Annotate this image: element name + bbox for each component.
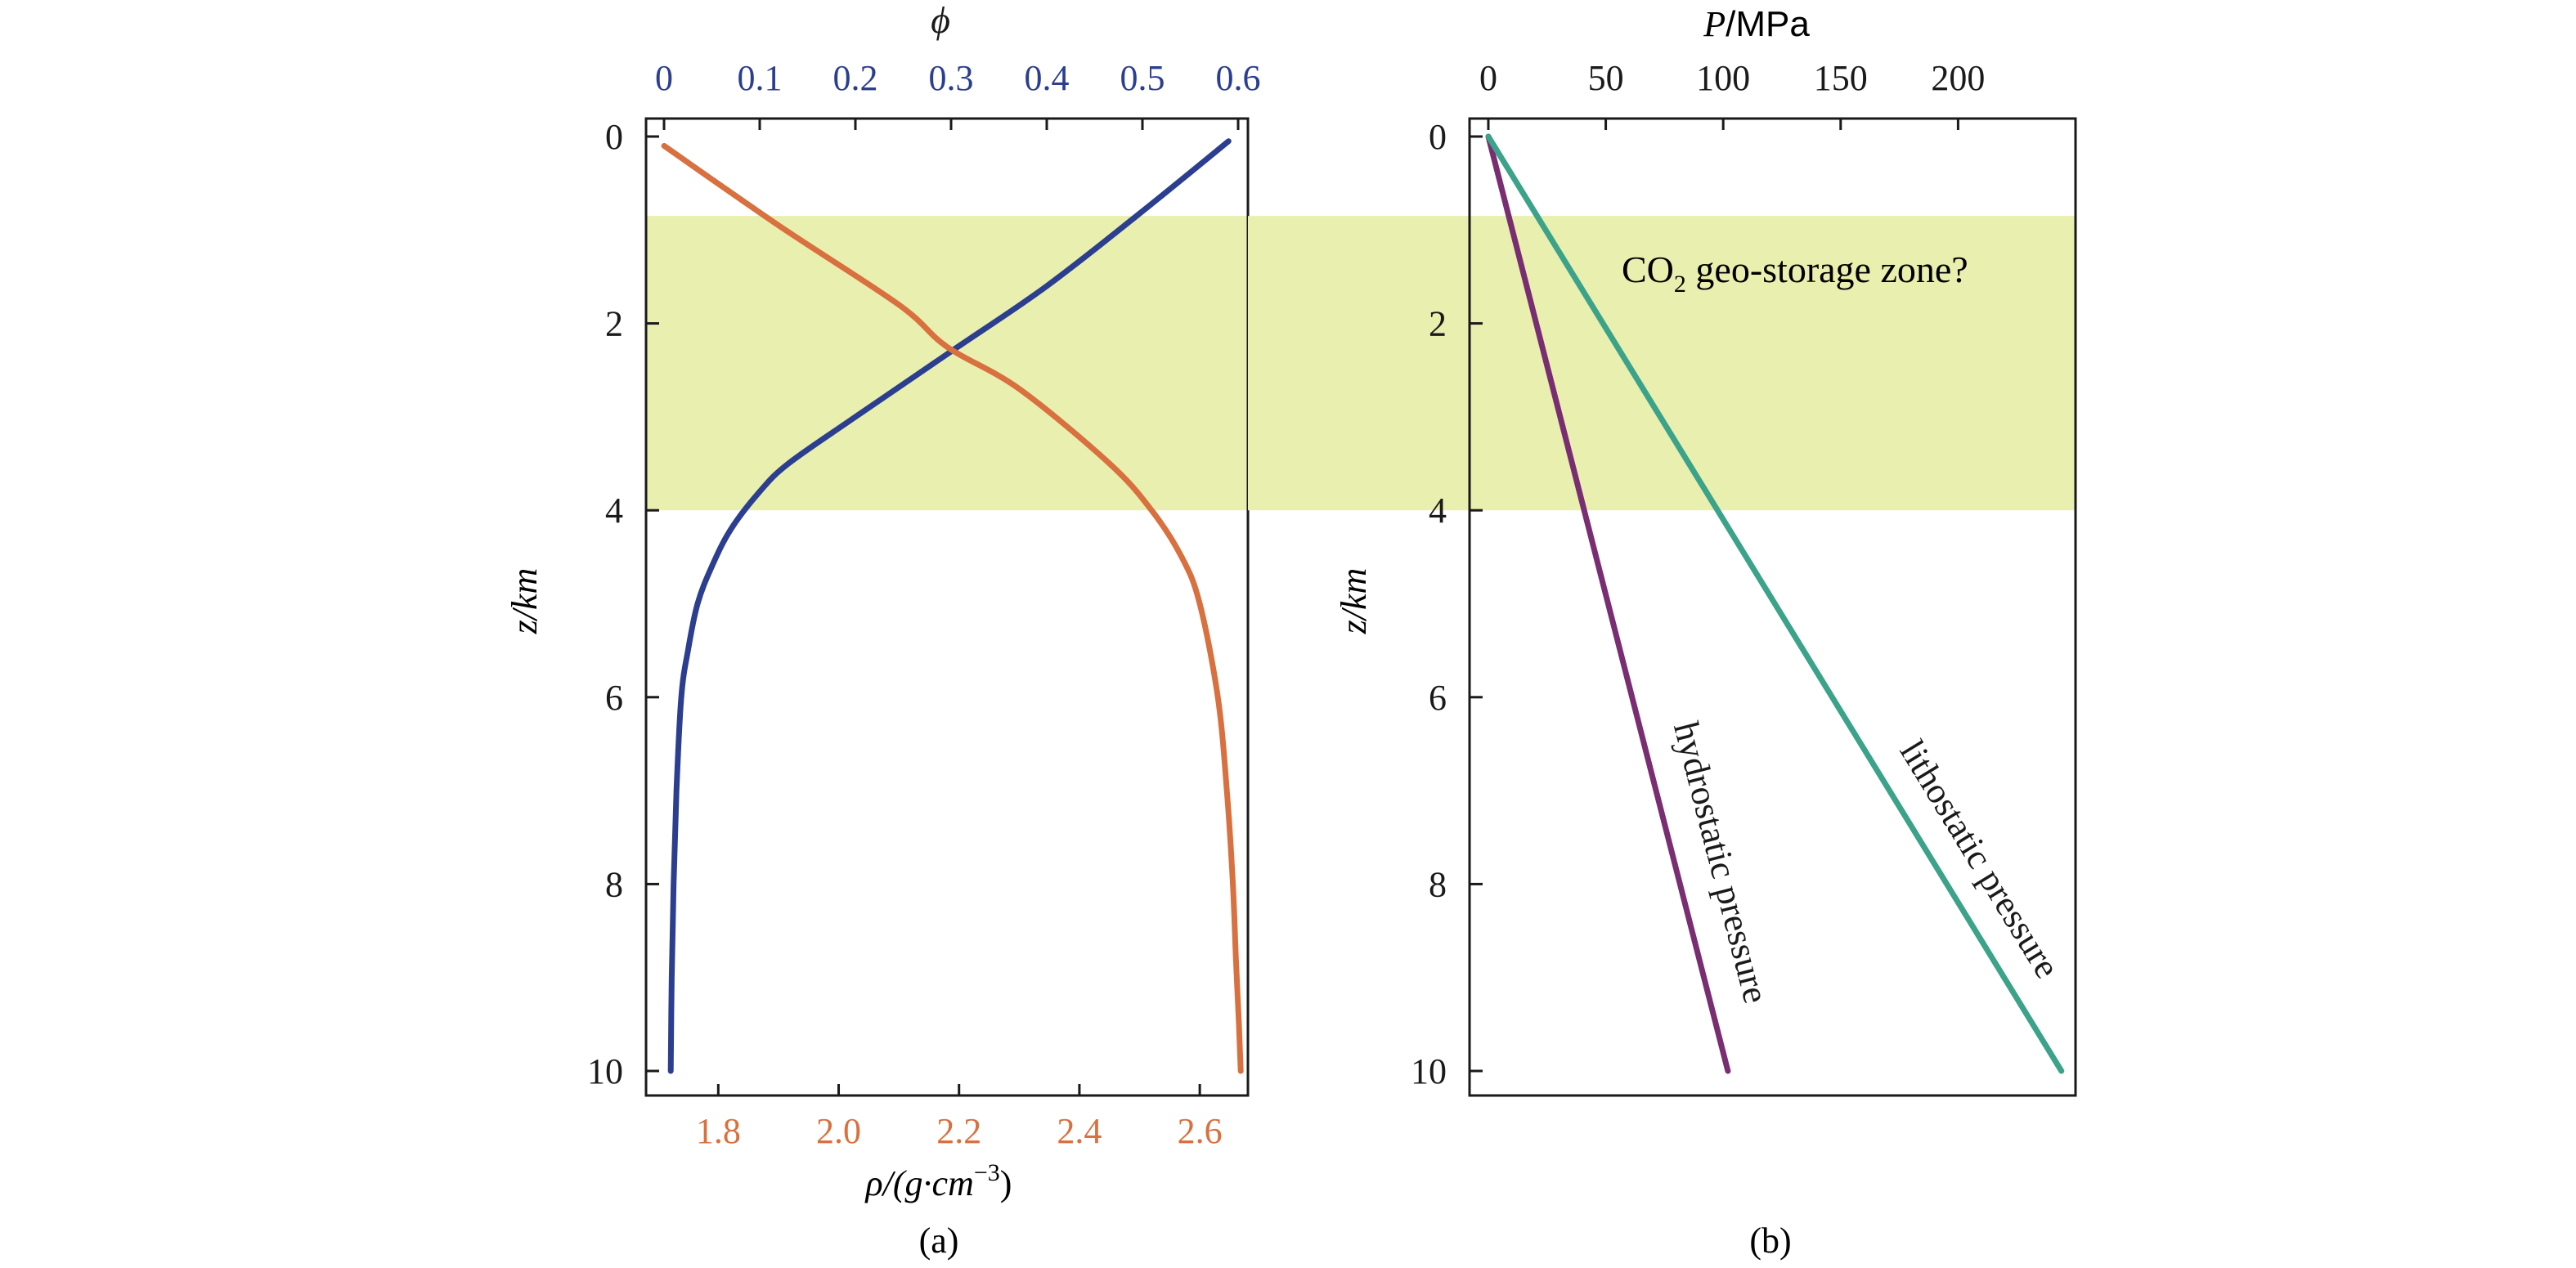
y-tick-label: 4 bbox=[1429, 491, 1447, 531]
pressure-tick-label: 150 bbox=[1814, 58, 1868, 98]
y-tick-label: 10 bbox=[587, 1051, 623, 1091]
phi-tick-label: 0.4 bbox=[1025, 58, 1070, 98]
panel-b-pressure-ticks: 0 50 100 150 200 bbox=[1479, 58, 1985, 130]
y-tick-label: 2 bbox=[1429, 304, 1447, 344]
pressure-axis-label: P/MPa bbox=[1703, 4, 1810, 44]
panel-a-y-axis-label: z/km bbox=[505, 568, 545, 635]
hydrostatic-pressure-line bbox=[1485, 133, 1731, 1074]
pressure-tick-label: 50 bbox=[1588, 58, 1624, 98]
y-tick-label: 0 bbox=[605, 117, 623, 157]
y-tick-label: 10 bbox=[1411, 1051, 1447, 1091]
panel-b-y-axis-label: z/km bbox=[1334, 568, 1374, 635]
panel-b-y-ticks: 0 2 4 6 8 10 bbox=[1411, 117, 1483, 1091]
y-tick-label: 6 bbox=[1429, 678, 1447, 718]
storage-zone-band-b bbox=[1248, 216, 2076, 511]
panel-a-frame bbox=[644, 117, 1250, 1097]
phi-tick-label: 0.2 bbox=[833, 58, 878, 98]
panel-a-phi-ticks: 0 0.1 0.2 0.3 0.4 0.5 0.6 bbox=[655, 58, 1261, 130]
storage-zone-annotation: CO2 geo-storage zone? bbox=[1622, 249, 1968, 298]
pressure-tick-label: 0 bbox=[1479, 58, 1497, 98]
phi-tick-label: 0 bbox=[655, 58, 673, 98]
panel-b-label: (b) bbox=[1749, 1221, 1791, 1261]
phi-tick-label: 0.1 bbox=[738, 58, 783, 98]
y-tick-label: 6 bbox=[605, 678, 623, 718]
y-tick-label: 4 bbox=[605, 491, 623, 531]
density-curve bbox=[661, 142, 1244, 1074]
rho-tick-label: 2.4 bbox=[1057, 1111, 1102, 1151]
panel-b: 0 2 4 6 8 10 0 50 100 150 200 P/MPa z/km CO2 geo-… bbox=[1248, 4, 2077, 1261]
rho-tick-label: 2.0 bbox=[816, 1111, 861, 1151]
rho-tick-label: 2.2 bbox=[936, 1111, 981, 1151]
hydrostatic-pressure-label: hydrostatic pressure bbox=[1666, 718, 1776, 1007]
panel-a-y-ticks: 0 2 4 6 8 10 bbox=[587, 117, 659, 1091]
pressure-tick-label: 200 bbox=[1931, 58, 1985, 98]
storage-zone-band-a bbox=[646, 216, 1248, 511]
phi-tick-label: 0.6 bbox=[1216, 58, 1261, 98]
lithostatic-pressure-line bbox=[1485, 133, 2065, 1074]
rho-tick-label: 2.6 bbox=[1178, 1111, 1223, 1151]
panel-a-label: (a) bbox=[919, 1221, 959, 1261]
porosity-curve bbox=[667, 138, 1232, 1074]
y-tick-label: 2 bbox=[605, 304, 623, 344]
lithostatic-pressure-label: lithostatic pressure bbox=[1892, 733, 2068, 985]
phi-tick-label: 0.5 bbox=[1120, 58, 1165, 98]
y-tick-label: 8 bbox=[1429, 864, 1447, 904]
rho-axis-label: ρ/(g·cm−3) bbox=[864, 1159, 1012, 1203]
pressure-tick-label: 100 bbox=[1696, 58, 1750, 98]
panel-a-rho-ticks: 1.8 2.0 2.2 2.4 2.6 bbox=[696, 1084, 1223, 1151]
y-tick-label: 8 bbox=[605, 864, 623, 904]
panel-b-curves bbox=[1485, 133, 2065, 1074]
rho-tick-label: 1.8 bbox=[696, 1111, 741, 1151]
panel-b-frame bbox=[1468, 117, 2077, 1097]
phi-axis-label: ϕ bbox=[931, 0, 950, 41]
panel-a-curves bbox=[661, 138, 1244, 1074]
phi-tick-label: 0.3 bbox=[929, 58, 974, 98]
panel-a: 0 2 4 6 8 10 0 0.1 0.2 0.3 0.4 0.5 0.6 1.8 2.0 2.2 2.4… bbox=[505, 0, 1261, 1261]
y-tick-label: 0 bbox=[1429, 117, 1447, 157]
